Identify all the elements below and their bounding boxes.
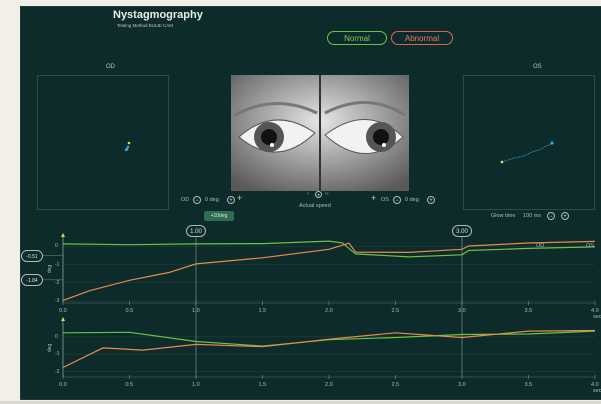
y-axis-arrow xyxy=(61,233,65,237)
x-tick-label: 3.5 xyxy=(524,382,533,388)
page-subtitle: Testing Method BULBI CAM xyxy=(117,23,174,28)
glow-increase-button[interactable]: + xyxy=(561,212,569,220)
od-offset-label: OD xyxy=(181,197,190,203)
od-increase-button[interactable]: + xyxy=(227,196,235,204)
y-tick-label: -1 xyxy=(55,261,60,268)
y-tick-label: -2 xyxy=(55,368,60,375)
y-tick-label: -1 xyxy=(55,351,60,358)
speed-play-button[interactable]: ● xyxy=(315,191,322,198)
os-gaze-plot xyxy=(463,75,595,210)
os-trace-line xyxy=(62,329,596,369)
time-marker-label: 1.00 xyxy=(186,225,206,237)
x-tick-label: 2.5 xyxy=(391,382,400,388)
inline-series-label-od: OD xyxy=(536,243,545,249)
glow-time-label: Glow time xyxy=(491,213,516,219)
os-trace-line xyxy=(62,240,596,301)
od-gaze-plot xyxy=(37,75,169,210)
od-crosshair-icon: + xyxy=(237,193,243,203)
y-axis-label: deg xyxy=(47,264,54,274)
trace-plots: 0 -1 -2 -3 0.0 0.5 1.0 1.5 2.0 2.5 3.0 3.5 4.0 sec deg… xyxy=(21,225,601,404)
plus-10-deg-button[interactable]: +10deg xyxy=(204,211,234,221)
os-crosshair-icon: + xyxy=(371,193,377,203)
y-axis-arrow xyxy=(61,317,65,321)
od-panel-label: OD xyxy=(106,64,115,70)
inline-series-label-os: OS xyxy=(586,243,594,249)
od-gaze-start-dot xyxy=(127,141,131,145)
page-title: Nystagmography xyxy=(113,9,203,21)
glow-decrease-button[interactable]: − xyxy=(547,212,555,220)
os-increase-button[interactable]: + xyxy=(427,196,435,204)
os-gaze-trace xyxy=(501,143,553,163)
x-tick-label: 1.5 xyxy=(258,382,267,388)
od-gaze-svg xyxy=(124,141,131,152)
legend-normal: Normal xyxy=(327,31,387,45)
x-tick-label: 3.0 xyxy=(458,382,466,388)
x-tick-label: 1.5 xyxy=(258,308,267,314)
y-tick-label: -2 xyxy=(55,279,60,286)
trace-chart-svg xyxy=(43,233,596,379)
eye-camera-feed xyxy=(231,75,409,191)
od-offset-value: 0 deg xyxy=(205,197,219,203)
x-unit-label: sec xyxy=(593,388,601,394)
x-tick-label: 0.0 xyxy=(59,382,67,388)
speed-forward-icon[interactable]: ›› xyxy=(325,191,329,197)
x-tick-label: 2.0 xyxy=(325,308,333,314)
y-axis-label: deg xyxy=(47,343,54,353)
x-tick-label: 3.5 xyxy=(524,308,533,314)
y-tick-label: 0 xyxy=(55,243,58,250)
eye-camera-image xyxy=(231,75,409,191)
od-decrease-button[interactable]: − xyxy=(193,196,201,204)
x-tick-label: 1.0 xyxy=(192,382,200,388)
legend-abnormal: Abnormal xyxy=(391,31,453,45)
y-tick-label: -3 xyxy=(55,298,60,304)
x-tick-label: 2.0 xyxy=(325,382,333,388)
os-offset-label: OS xyxy=(381,197,389,203)
value-tag: -0.51 xyxy=(21,249,43,262)
os-panel-label: OS xyxy=(533,64,542,70)
os-gaze-start-dot xyxy=(500,160,504,164)
value-tag: -1.84 xyxy=(21,273,43,286)
y-tick-label: 0 xyxy=(55,333,58,340)
x-tick-label: 0.5 xyxy=(125,382,134,388)
od-trace-line xyxy=(62,240,596,258)
glow-time-value: 100 ms xyxy=(523,213,542,219)
od-gaze-dot xyxy=(124,148,128,152)
os-decrease-button[interactable]: − xyxy=(393,196,401,204)
x-tick-label: 4.0 xyxy=(591,308,599,314)
od-gaze-dot xyxy=(126,145,130,149)
speed-label: Actual speed xyxy=(299,203,331,209)
speed-back-icon[interactable]: ‹ xyxy=(307,191,309,197)
x-tick-label: 1.0 xyxy=(192,308,200,314)
time-marker-label: 3.00 xyxy=(452,225,472,237)
x-tick-label: 0.5 xyxy=(125,308,134,314)
x-tick-label: 2.5 xyxy=(391,308,400,314)
app-panel: Nystagmography Testing Method BULBI CAM … xyxy=(20,6,601,400)
x-tick-label: 4.0 xyxy=(591,382,599,388)
x-unit-label: sec xyxy=(593,314,601,320)
os-gaze-dot xyxy=(550,141,554,145)
os-offset-value: 0 deg xyxy=(405,197,419,203)
x-tick-label: 0.0 xyxy=(59,308,67,314)
os-gaze-svg xyxy=(500,141,554,164)
x-tick-label: 3.0 xyxy=(458,308,466,314)
